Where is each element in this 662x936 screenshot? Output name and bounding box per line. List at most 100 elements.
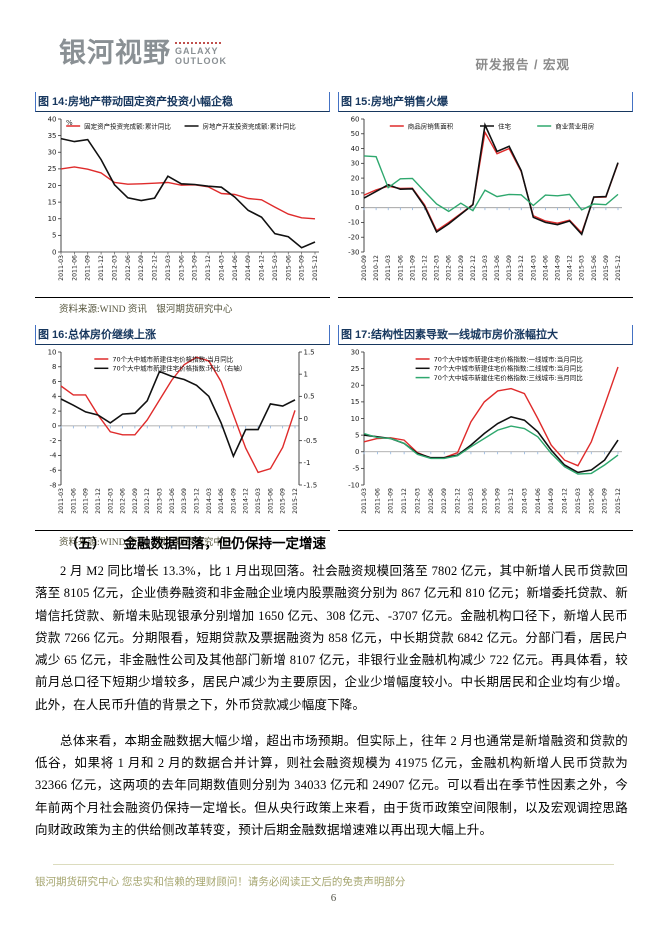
- svg-text:0.5: 0.5: [304, 393, 315, 401]
- figure-16: 图 16:总体房价继续上涨 -8 -6 -4 -2 0 2 4 6 8 10 -1.5 -1 -0.5 0…: [35, 325, 330, 548]
- svg-text:2012-09: 2012-09: [138, 255, 145, 281]
- svg-text:2013-03: 2013-03: [157, 488, 164, 514]
- svg-text:2014-06: 2014-06: [218, 488, 225, 514]
- figure-14-title: 图 14:房地产带动固定资产投资小幅企稳: [35, 92, 330, 112]
- svg-text:2012-03: 2012-03: [107, 488, 114, 514]
- page-number: 6: [330, 892, 337, 904]
- svg-text:2013-06: 2013-06: [481, 488, 488, 514]
- svg-text:-1: -1: [304, 459, 311, 467]
- footer-rule: [53, 864, 614, 865]
- doc-category: 宏观: [542, 58, 570, 72]
- svg-text:2015-12: 2015-12: [615, 255, 622, 281]
- svg-text:2015-09: 2015-09: [603, 255, 610, 281]
- svg-text:2015-09: 2015-09: [280, 488, 287, 514]
- svg-text:2011-03: 2011-03: [58, 255, 65, 281]
- svg-text:70个大中城市新建住宅价格指数:当月同比: 70个大中城市新建住宅价格指数:当月同比: [112, 354, 233, 363]
- svg-text:-0.5: -0.5: [304, 437, 318, 445]
- svg-text:%: %: [66, 119, 73, 127]
- svg-text:2013-06: 2013-06: [494, 255, 501, 281]
- section-number: （五）: [65, 536, 106, 551]
- svg-text:-20: -20: [348, 234, 359, 242]
- svg-text:2012-06: 2012-06: [428, 488, 435, 514]
- svg-text:2014-09: 2014-09: [555, 255, 562, 281]
- svg-text:2013-12: 2013-12: [205, 255, 212, 281]
- galaxy-outlook-logo: 银河视野 GALAXY OUTLOOK: [59, 40, 227, 67]
- svg-text:2012-03: 2012-03: [111, 255, 118, 281]
- svg-text:2015-12: 2015-12: [292, 488, 299, 514]
- svg-text:2014-12: 2014-12: [562, 488, 569, 514]
- svg-text:20: 20: [351, 382, 360, 390]
- svg-text:2015-06: 2015-06: [285, 255, 292, 281]
- logo-dots-icon: [175, 42, 221, 44]
- svg-text:2014-12: 2014-12: [567, 255, 574, 281]
- logo-text-en: GALAXY OUTLOOK: [175, 42, 227, 67]
- svg-text:2013-12: 2013-12: [518, 255, 525, 281]
- svg-text:-2: -2: [50, 437, 57, 445]
- svg-text:2: 2: [52, 407, 56, 415]
- svg-text:20: 20: [351, 174, 360, 182]
- svg-text:2013-06: 2013-06: [178, 255, 185, 281]
- svg-text:2014-03: 2014-03: [521, 488, 528, 514]
- svg-text:2011-06: 2011-06: [397, 255, 404, 281]
- svg-text:2015-03: 2015-03: [579, 255, 586, 281]
- figure-15-source: [338, 298, 633, 315]
- svg-text:35: 35: [48, 132, 57, 140]
- svg-text:2011-12: 2011-12: [98, 255, 105, 281]
- svg-text:70个大中城市新建住宅价格指数:一线城市:当月同比: 70个大中城市新建住宅价格指数:一线城市:当月同比: [434, 354, 584, 363]
- svg-text:-10: -10: [348, 219, 359, 227]
- svg-text:2012-03: 2012-03: [434, 255, 441, 281]
- svg-text:2013-03: 2013-03: [165, 255, 172, 281]
- svg-text:5: 5: [355, 431, 359, 439]
- svg-text:2012-09: 2012-09: [132, 488, 139, 514]
- figure-15-chart: -30 -20 -10 0 10 20 30 40 50 60 2010-09 2010-12 2011…: [348, 115, 622, 281]
- section-heading: （五） 金融数据回落，但仍保持一定增速: [35, 532, 632, 552]
- svg-text:2015-03: 2015-03: [575, 488, 582, 514]
- svg-text:2015-03: 2015-03: [272, 255, 279, 281]
- svg-text:0: 0: [52, 248, 56, 256]
- figure-16-chart: -8 -6 -4 -2 0 2 4 6 8 10 -1.5 -1 -0.5 0 0.5 1 1.5 2011-03…: [48, 348, 318, 514]
- svg-text:70个大中城市新建住宅价格指数:二线城市:当月同比: 70个大中城市新建住宅价格指数:二线城市:当月同比: [434, 364, 584, 373]
- svg-text:2011-06: 2011-06: [70, 488, 77, 514]
- svg-text:2011-09: 2011-09: [409, 255, 416, 281]
- svg-text:40: 40: [351, 145, 360, 153]
- svg-text:2013-09: 2013-09: [192, 255, 199, 281]
- svg-text:4: 4: [52, 393, 57, 401]
- page-header: 银河视野 GALAXY OUTLOOK 研发报告 / 宏观: [35, 40, 632, 73]
- svg-text:-6: -6: [50, 467, 58, 475]
- figure-17-chart: -10 -5 0 5 10 15 20 25 30 2011-03 2011-06 2011-09 20…: [348, 348, 622, 514]
- figure-17-rule: [338, 530, 633, 531]
- svg-text:70个大中城市新建住宅价格指数:环比（右轴）: 70个大中城市新建住宅价格指数:环比（右轴）: [112, 364, 246, 373]
- svg-text:2013-12: 2013-12: [508, 488, 515, 514]
- svg-text:2015-09: 2015-09: [602, 488, 609, 514]
- svg-text:10: 10: [48, 215, 57, 223]
- figure-14-rule: [35, 297, 330, 298]
- svg-text:2011-12: 2011-12: [401, 488, 408, 514]
- svg-text:0: 0: [52, 422, 56, 430]
- svg-text:-8: -8: [50, 481, 57, 489]
- svg-text:2015-06: 2015-06: [588, 488, 595, 514]
- svg-text:2015-09: 2015-09: [299, 255, 306, 281]
- svg-text:2014-03: 2014-03: [206, 488, 213, 514]
- svg-text:2011-09: 2011-09: [388, 488, 395, 514]
- report-type-label: 研发报告 / 宏观: [476, 54, 570, 73]
- paragraph-1: 2 月 M2 同比增长 13.3%，比 1 月出现回落。社会融资规模回落至 78…: [35, 564, 628, 712]
- svg-text:2013-03: 2013-03: [468, 488, 475, 514]
- svg-text:2012-03: 2012-03: [414, 488, 421, 514]
- svg-text:2012-12: 2012-12: [152, 255, 159, 281]
- svg-text:2011-06: 2011-06: [374, 488, 381, 514]
- svg-text:0: 0: [355, 448, 359, 456]
- svg-text:25: 25: [48, 165, 57, 173]
- svg-text:10: 10: [351, 415, 360, 423]
- footer-disclaimer: 银河期货研究中心 您忠实和信赖的理财顾问！请务必阅读正文后的免责声明部分: [35, 876, 406, 888]
- svg-text:2013-09: 2013-09: [181, 488, 188, 514]
- figure-15-title: 图 15:房地产销售火爆: [338, 92, 633, 112]
- svg-text:2014-09: 2014-09: [548, 488, 555, 514]
- svg-text:-1.5: -1.5: [304, 481, 318, 489]
- svg-text:2014-06: 2014-06: [535, 488, 542, 514]
- svg-text:2012-09: 2012-09: [458, 255, 465, 281]
- svg-text:商业营业用房: 商业营业用房: [555, 121, 594, 130]
- figure-14-source: 资料来源:WIND 资讯 银河期货研究中心: [59, 305, 233, 315]
- svg-text:2014-12: 2014-12: [243, 488, 250, 514]
- svg-text:2013-12: 2013-12: [193, 488, 200, 514]
